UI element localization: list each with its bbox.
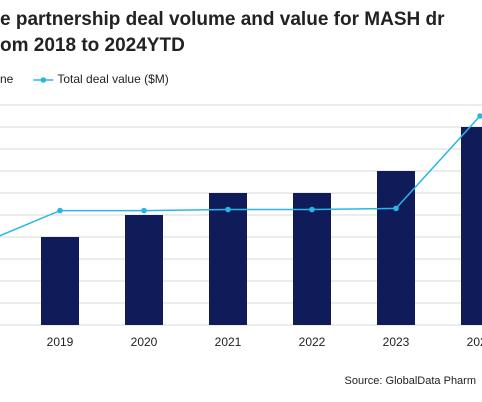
x-tick-label: 2021	[215, 335, 242, 349]
legend-marker	[40, 77, 47, 83]
bar	[461, 127, 482, 325]
line-point	[477, 113, 482, 119]
bar	[377, 171, 415, 325]
x-tick-label: 2022	[299, 335, 326, 349]
bar	[293, 193, 331, 325]
bar	[41, 237, 79, 325]
x-tick-label: 2023	[383, 335, 410, 349]
legend-label: ne	[0, 72, 14, 86]
chart-title: om 2018 to 2024YTD	[0, 35, 185, 56]
line-point	[225, 206, 231, 213]
line-point	[309, 206, 315, 213]
x-tick-label: 2024	[467, 335, 482, 349]
bar	[125, 215, 163, 325]
x-tick-label: 2019	[47, 335, 74, 349]
legend-label: Total deal value ($M)	[57, 72, 168, 86]
bar	[209, 193, 247, 325]
source: Source: GlobalData Pharm	[345, 375, 476, 387]
line-point	[57, 207, 63, 214]
chart-title: e partnership deal volume and value for …	[0, 9, 445, 30]
line-point	[141, 207, 147, 214]
x-tick-label: 2020	[131, 335, 158, 349]
line-point	[393, 205, 399, 212]
